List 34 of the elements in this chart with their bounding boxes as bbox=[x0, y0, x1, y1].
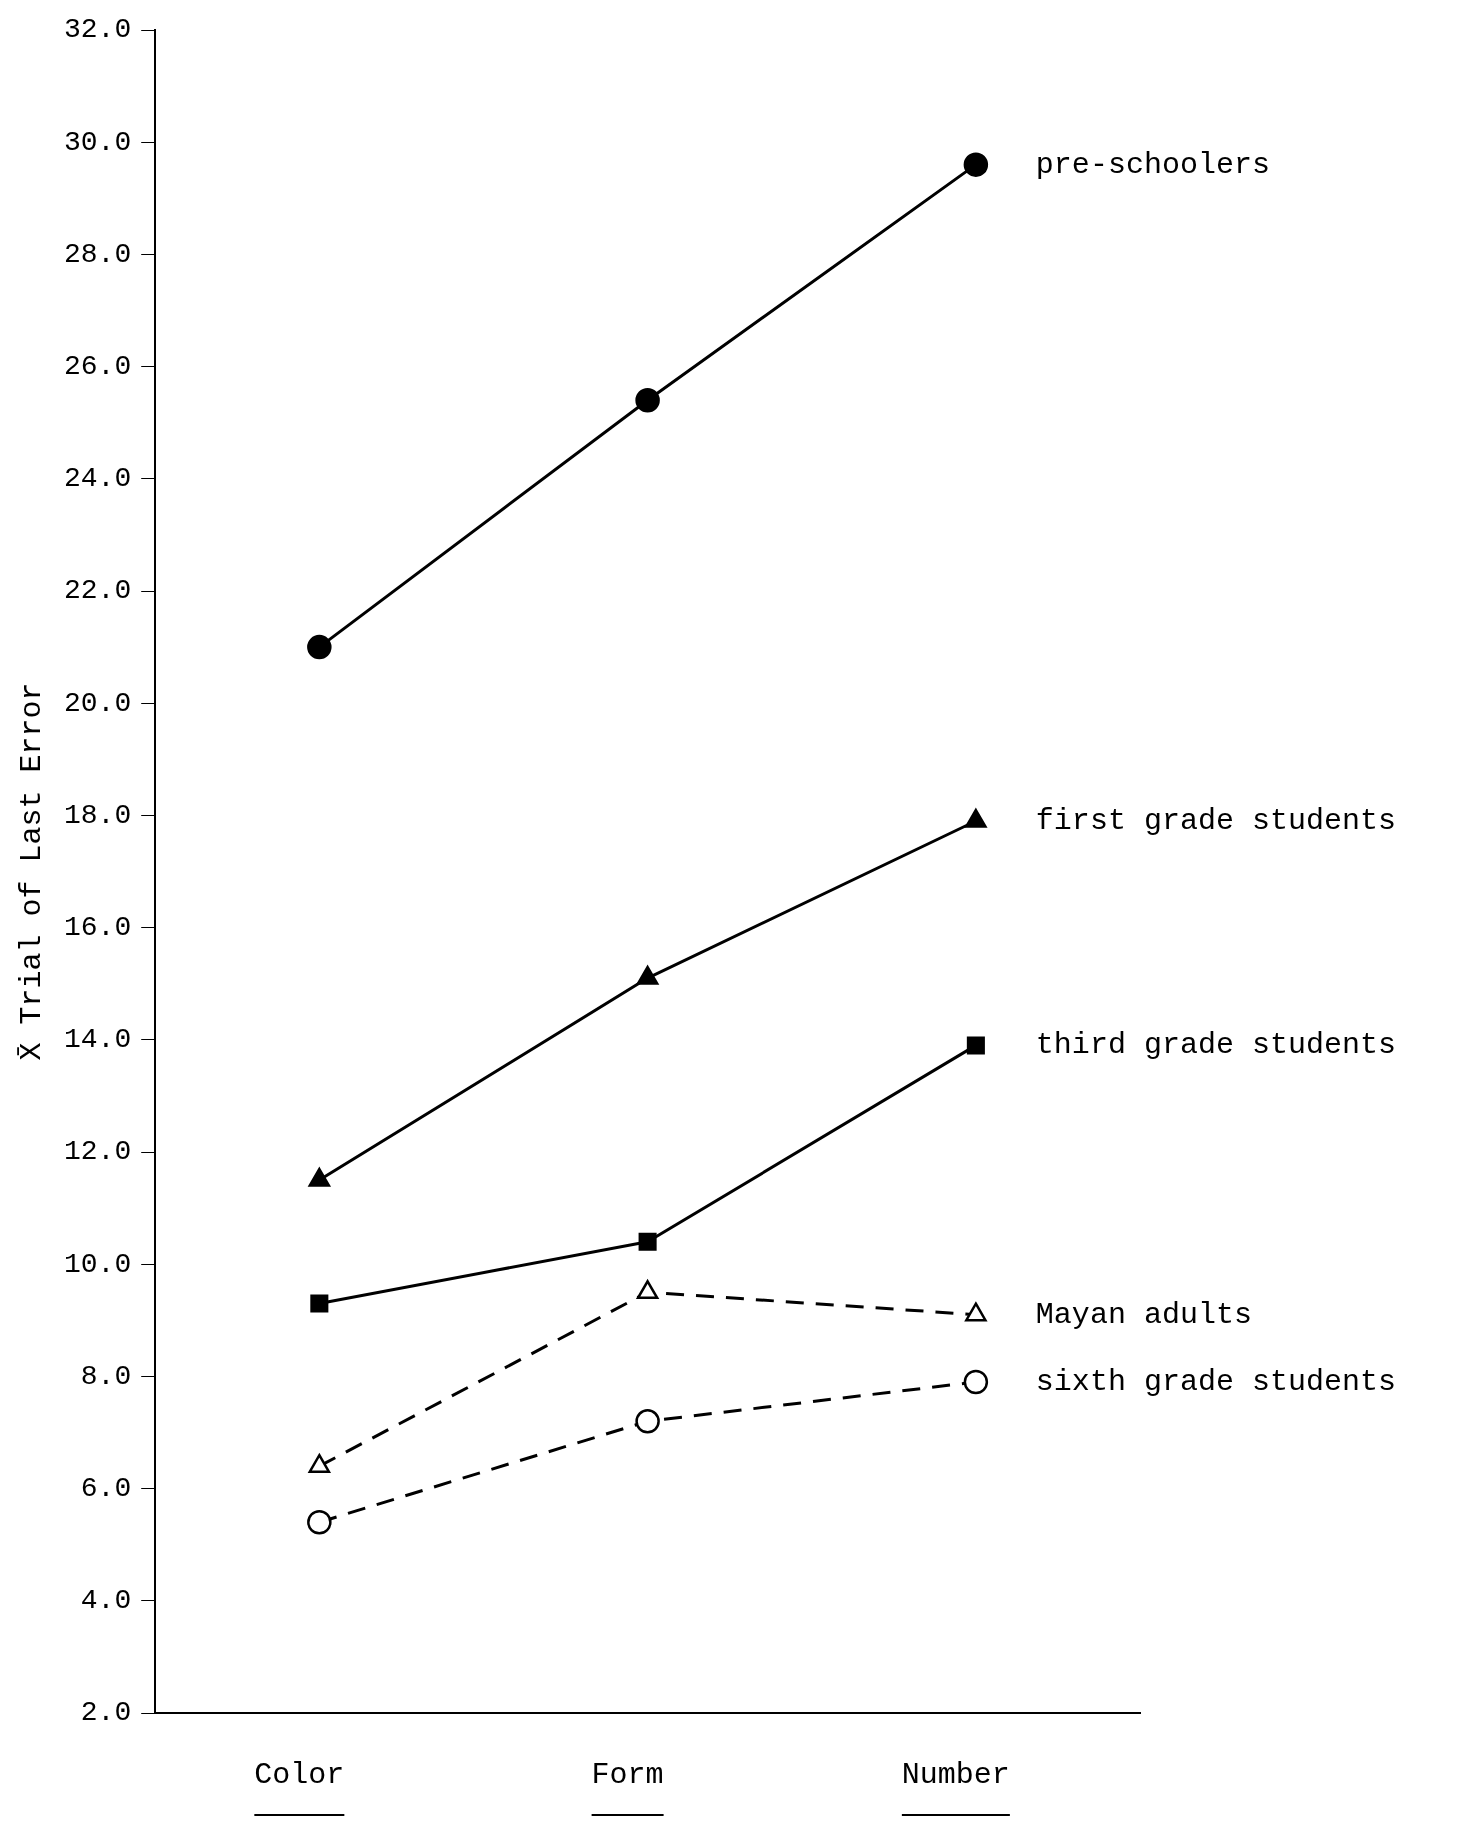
series-label: third grade students bbox=[1035, 1028, 1396, 1063]
y-tick-label: 30.0 bbox=[63, 126, 132, 158]
y-tick-label: 24.0 bbox=[63, 463, 132, 495]
x-tick-label: Form bbox=[591, 1757, 664, 1792]
series-label: sixth grade students bbox=[1035, 1364, 1396, 1399]
y-tick-label: 6.0 bbox=[80, 1473, 132, 1505]
y-tick-label: 4.0 bbox=[80, 1585, 132, 1617]
y-tick-label: 8.0 bbox=[80, 1360, 132, 1392]
series-label: Mayan adults bbox=[1035, 1297, 1252, 1332]
y-tick-label: 2.0 bbox=[80, 1697, 132, 1729]
point bbox=[635, 388, 660, 413]
point bbox=[307, 634, 332, 660]
point bbox=[963, 152, 989, 177]
point bbox=[966, 1036, 985, 1055]
x-tick-label: Number bbox=[901, 1757, 1010, 1792]
y-tick-label: 32.0 bbox=[63, 14, 132, 46]
y-tick-label: 16.0 bbox=[63, 912, 132, 944]
point bbox=[310, 1294, 329, 1313]
y-axis-title: X̄ Trial of Last Error bbox=[14, 682, 49, 1061]
x-tick-label: Color bbox=[254, 1757, 345, 1792]
series-label: pre-schoolers bbox=[1035, 147, 1270, 182]
y-tick-label: 28.0 bbox=[63, 238, 132, 270]
y-tick-label: 14.0 bbox=[63, 1024, 132, 1056]
y-tick-label: 20.0 bbox=[63, 687, 132, 719]
series-label: first grade students bbox=[1035, 803, 1396, 838]
y-tick-label: 18.0 bbox=[63, 799, 132, 831]
y-tick-label: 22.0 bbox=[63, 575, 132, 607]
point bbox=[963, 1369, 989, 1395]
y-tick-label: 10.0 bbox=[63, 1248, 132, 1280]
y-tick-label: 26.0 bbox=[63, 351, 132, 383]
point bbox=[307, 1510, 332, 1535]
y-tick-label: 12.0 bbox=[63, 1136, 132, 1168]
point bbox=[635, 1409, 660, 1434]
point bbox=[638, 1232, 657, 1251]
